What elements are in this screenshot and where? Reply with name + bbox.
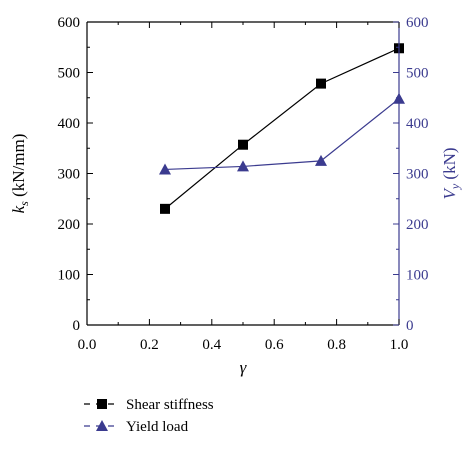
- legend-marker-yield-load: [96, 420, 108, 431]
- y-axis-right-label: Vy (kN): [440, 147, 462, 199]
- y-left-tick-label: 100: [58, 268, 81, 284]
- y-right-tick-label: 100: [406, 268, 429, 284]
- yield-load-point: [159, 163, 171, 175]
- yield-load-point: [237, 160, 249, 172]
- y-right-tick-label: 300: [406, 167, 429, 183]
- yield-load-line: [164, 98, 400, 171]
- x-tick-label: 0.6: [265, 337, 284, 353]
- plot-area: [159, 43, 405, 214]
- legend-label-yield-load: Yield load: [126, 419, 189, 435]
- y-left-tick-label: 0: [73, 318, 81, 334]
- y-left-tick-label: 300: [58, 167, 81, 183]
- shear-stiffness-point: [316, 78, 326, 89]
- shear-stiffness-point: [238, 139, 248, 150]
- y-right-symbol: V: [440, 187, 459, 200]
- y-right-unit: (kN): [440, 147, 459, 183]
- y-right-tick-label: 400: [406, 116, 429, 132]
- y-axis-left-label: ks (kN/mm): [9, 134, 31, 214]
- y-left-subscript: s: [17, 201, 31, 206]
- y-right-tick-label: 200: [406, 217, 429, 233]
- x-tick-label: 0.2: [140, 337, 159, 353]
- x-tick-label: 0.0: [78, 337, 97, 353]
- legend-label-shear-stiffness: Shear stiffness: [126, 397, 214, 413]
- x-tick-label: 0.8: [327, 337, 346, 353]
- y-left-tick-label: 600: [58, 15, 81, 31]
- y-left-unit: (kN/mm): [9, 134, 28, 202]
- legend-marker-shear-stiffness: [97, 399, 107, 409]
- y-left-tick-label: 400: [58, 116, 81, 132]
- shear-stiffness-line: [164, 47, 400, 210]
- x-tick-label: 0.4: [202, 337, 221, 353]
- y-right-tick-label: 500: [406, 66, 429, 82]
- x-tick-label: 1.0: [390, 337, 409, 353]
- y-right-subscript: y: [448, 183, 462, 190]
- y-left-tick-label: 200: [58, 217, 81, 233]
- legend: Shear stiffness Yield load: [84, 397, 214, 435]
- shear-stiffness-point: [160, 203, 170, 214]
- y-right-tick-label: 600: [406, 15, 429, 31]
- y-right-tick-label: 0: [406, 318, 414, 334]
- axes: 0.0 0.2 0.4 0.6 0.8 1.0 0 100 200 300 400 500 600 0 10…: [58, 15, 429, 353]
- y-left-symbol: k: [9, 205, 28, 213]
- x-axis-label: γ: [240, 358, 248, 377]
- yield-load-point: [315, 154, 327, 166]
- y-left-tick-label: 500: [58, 66, 81, 82]
